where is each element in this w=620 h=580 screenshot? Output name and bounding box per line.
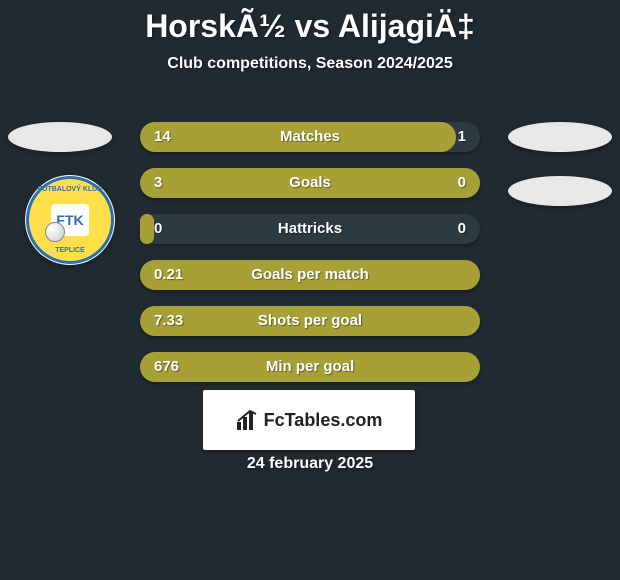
club-badge: FOTBALOVÝ KLUB FTK TEPLICE [25, 175, 115, 265]
badge-center: FTK [51, 204, 89, 236]
subtitle: Club competitions, Season 2024/2025 [0, 55, 620, 73]
date-label: 24 february 2025 [0, 455, 620, 473]
stat-row: 676 Min per goal [140, 352, 480, 382]
comparison-infographic: HorskÃ½ vs AlijagiÄ‡ Club competitions, … [0, 0, 620, 580]
player-b-placeholder-1 [508, 122, 612, 152]
fctables-label: FcTables.com [264, 410, 383, 431]
stat-row: 7.33 Shots per goal [140, 306, 480, 336]
player-b-placeholder-2 [508, 176, 612, 206]
stat-row: 0 Hattricks 0 [140, 214, 480, 244]
stat-label: Matches [140, 122, 480, 152]
stat-label: Hattricks [140, 214, 480, 244]
stat-value-b: 0 [458, 214, 466, 244]
stat-value-b: 1 [458, 122, 466, 152]
stat-label: Shots per goal [140, 306, 480, 336]
stat-label: Goals [140, 168, 480, 198]
chart-icon [236, 409, 258, 431]
badge-ball-icon [45, 222, 65, 242]
page-title: HorskÃ½ vs AlijagiÄ‡ [0, 0, 620, 45]
stat-value-b: 0 [458, 168, 466, 198]
stat-label: Min per goal [140, 352, 480, 382]
club-badge-inner: FOTBALOVÝ KLUB FTK TEPLICE [26, 176, 114, 264]
stat-row: 14 Matches 1 [140, 122, 480, 152]
stat-rows: 14 Matches 1 3 Goals 0 0 Hattricks 0 0.2… [140, 122, 480, 398]
stat-label: Goals per match [140, 260, 480, 290]
fctables-watermark: FcTables.com [203, 390, 415, 450]
badge-top-text: FOTBALOVÝ KLUB [38, 186, 103, 193]
player-a-placeholder-1 [8, 122, 112, 152]
stat-row: 0.21 Goals per match [140, 260, 480, 290]
badge-bottom-text: TEPLICE [55, 247, 85, 254]
stat-row: 3 Goals 0 [140, 168, 480, 198]
